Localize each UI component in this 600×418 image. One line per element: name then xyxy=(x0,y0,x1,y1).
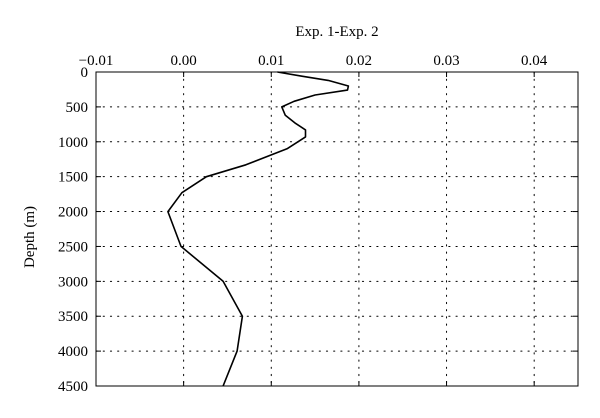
x-axis-title: Exp. 1-Exp. 2 xyxy=(295,24,378,40)
y-tick-label: 2500 xyxy=(58,239,88,255)
x-tick-label: −0.01 xyxy=(79,53,114,69)
y-tick-label: 4500 xyxy=(58,379,88,395)
x-tick-labels: −0.01 0.00 0.01 0.02 0.03 0.04 xyxy=(79,53,548,69)
x-tick-label: 0.01 xyxy=(258,53,284,69)
y-tick-label: 3000 xyxy=(58,274,88,290)
y-tick-label: 1500 xyxy=(58,170,88,186)
x-tick-label: 0.03 xyxy=(433,53,459,69)
series-line xyxy=(167,71,350,387)
y-axis-title: Depth (m) xyxy=(22,206,38,268)
grid-lines xyxy=(95,71,579,387)
y-tick-label: 0 xyxy=(81,65,89,81)
axis-ticks xyxy=(95,71,578,387)
x-tick-label: 0.02 xyxy=(346,53,372,69)
series-lines xyxy=(167,71,350,387)
y-tick-labels: 0 500 1000 1500 2000 2500 3000 3500 4000 4500 xyxy=(58,65,88,395)
y-tick-label: 500 xyxy=(66,100,89,116)
y-tick-label: 2000 xyxy=(58,205,88,221)
x-tick-label: 0.04 xyxy=(521,53,548,69)
y-tick-label: 3500 xyxy=(58,309,88,325)
y-tick-label: 4000 xyxy=(58,344,88,360)
y-tick-label: 1000 xyxy=(58,135,88,151)
plot-frame xyxy=(95,71,579,387)
x-tick-label: 0.00 xyxy=(171,53,197,69)
